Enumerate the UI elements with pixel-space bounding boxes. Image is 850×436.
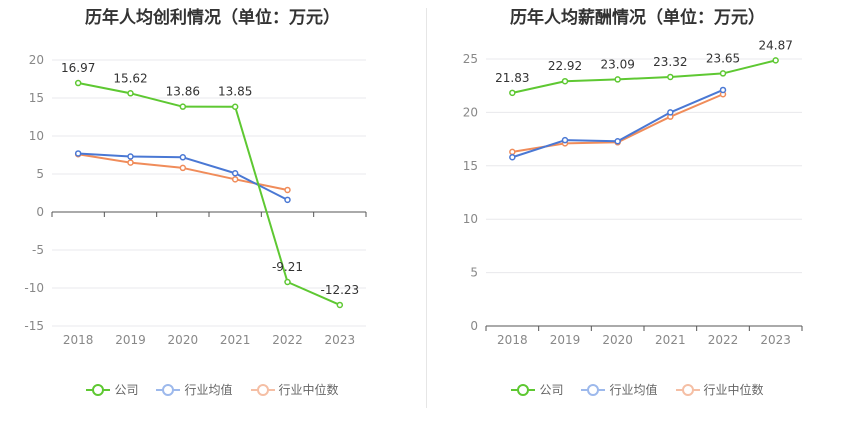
series-line-company: [512, 59, 776, 94]
y-tick-label: 5: [36, 167, 44, 181]
legend-industry-median-swatch-icon: [250, 383, 275, 396]
data-point-industry-avg: [74, 150, 82, 157]
legend-item-industry-median[interactable]: 行业中位数: [250, 381, 339, 398]
data-point-company: [772, 57, 779, 64]
data-point-industry-median: [127, 159, 134, 166]
x-tick-label: 2019: [115, 333, 146, 347]
profit-per-capita-chart: 历年人均创利情况（单位：万元） 20 15 10 5 0 -5 -10 -15 2018 2019…: [0, 8, 425, 398]
legend-industry-median-swatch-icon: [675, 383, 700, 396]
x-tick-label: 2018: [497, 333, 528, 347]
data-point-industry-median: [509, 148, 516, 156]
data-point-company: [284, 278, 291, 286]
y-tick-label: 15: [463, 159, 478, 173]
data-point-company: [719, 70, 727, 77]
y-tick-label: -5: [32, 243, 44, 257]
data-point-company: [561, 77, 569, 85]
series-line-company: [77, 82, 341, 306]
y-tick-label: 25: [463, 52, 478, 66]
data-point-industry-avg: [719, 86, 727, 94]
data-label: 23.32: [653, 55, 687, 69]
data-point-industry-avg: [509, 154, 516, 161]
data-point-industry-avg: [667, 109, 674, 116]
data-point-company: [614, 76, 621, 83]
data-point-industry-avg: [561, 136, 569, 144]
chart-plot-area: 25 20 15 10 5 0 2018 2019 2020 2021 2022 2023 21.83 2…: [463, 38, 803, 347]
y-tick-label: 15: [29, 91, 44, 105]
x-tick-label: 2021: [655, 333, 686, 347]
y-tick-label: 20: [463, 105, 478, 119]
y-tick-label: 10: [463, 212, 478, 226]
chart-title: 历年人均薪酬情况（单位：万元）: [510, 8, 765, 28]
x-tick-label: 2023: [760, 333, 791, 347]
data-point-company: [231, 103, 239, 110]
legend-label: 行业中位数: [703, 383, 764, 397]
legend-company-swatch-icon: [511, 383, 536, 396]
data-label: 21.83: [495, 71, 529, 85]
y-tick-label: 20: [29, 53, 44, 67]
legend-label: 公司: [114, 383, 139, 397]
series-line-industry-avg: [512, 89, 724, 159]
data-label: 23.65: [706, 51, 740, 65]
data-point-company: [336, 301, 344, 309]
data-point-company: [179, 103, 187, 110]
chart-legend: 公司 行业均值 行业中位数: [425, 381, 850, 398]
legend-item-industry-avg[interactable]: 行业均值: [581, 381, 658, 398]
data-point-company: [74, 79, 82, 87]
data-label: -9.21: [272, 260, 303, 274]
x-tick-label: 2019: [550, 333, 581, 347]
data-point-industry-avg: [284, 196, 291, 204]
legend-item-company[interactable]: 公司: [86, 381, 138, 398]
x-tick-label: 2021: [220, 333, 251, 347]
legend-label: 行业中位数: [278, 383, 339, 397]
y-tick-label: 0: [36, 205, 44, 219]
salary-per-capita-chart: 历年人均薪酬情况（单位：万元） 25 20 15 10 5 0 2018 2019 2020 20…: [425, 0, 850, 436]
data-point-industry-median: [179, 164, 187, 172]
legend-item-company[interactable]: 公司: [511, 381, 563, 398]
panel-divider: [426, 8, 427, 408]
x-tick-label: 2018: [63, 333, 94, 347]
data-label: 15.62: [113, 71, 147, 85]
data-label: 24.87: [758, 38, 792, 52]
legend-industry-avg-swatch-icon: [581, 383, 606, 396]
data-label: 22.92: [548, 59, 582, 73]
data-point-industry-median: [284, 186, 291, 194]
y-tick-label: -15: [24, 319, 44, 333]
legend-item-industry-avg[interactable]: 行业均值: [156, 381, 233, 398]
x-tick-label: 2023: [325, 333, 356, 347]
legend-industry-avg-swatch-icon: [156, 383, 181, 396]
x-tick-label: 2020: [602, 333, 633, 347]
chart-title: 历年人均创利情况（单位：万元）: [85, 8, 340, 28]
data-label: 13.86: [166, 85, 200, 99]
x-tick-label: 2020: [168, 333, 199, 347]
x-tick-label: 2022: [272, 333, 303, 347]
legend-label: 行业均值: [184, 383, 233, 397]
legend-company-swatch-icon: [86, 383, 111, 396]
data-label: 23.09: [600, 57, 634, 71]
data-point-industry-median: [231, 176, 239, 183]
data-point-industry-avg: [614, 137, 621, 145]
data-point-industry-avg: [179, 154, 187, 161]
y-tick-label: -10: [24, 281, 44, 295]
y-tick-label: 0: [470, 319, 478, 333]
data-point-industry-avg: [127, 153, 134, 160]
data-label: -12.23: [320, 283, 359, 297]
y-tick-label: 10: [29, 129, 44, 143]
data-label: 13.85: [218, 85, 252, 99]
chart-plot-area: 20 15 10 5 0 -5 -10 -15 2018 2019 2020 2021 2022 2023…: [24, 53, 367, 347]
data-point-company: [509, 89, 516, 97]
data-point-company: [667, 73, 674, 81]
legend-label: 公司: [539, 383, 564, 397]
data-point-industry-avg: [231, 169, 239, 177]
data-point-company: [127, 90, 134, 97]
x-tick-label: 2022: [708, 333, 739, 347]
legend-label: 行业均值: [609, 383, 658, 397]
chart-legend: 公司 行业均值 行业中位数: [0, 381, 425, 398]
legend-item-industry-median[interactable]: 行业中位数: [675, 381, 764, 398]
data-label: 16.97: [61, 61, 95, 75]
y-tick-label: 5: [470, 266, 478, 280]
